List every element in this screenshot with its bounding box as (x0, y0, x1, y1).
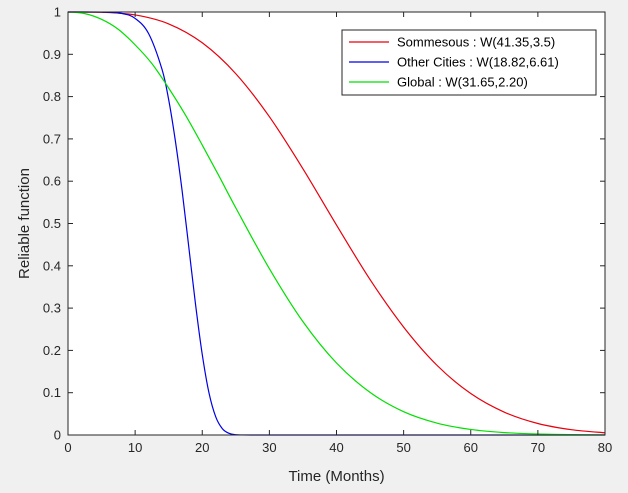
x-tick-label: 10 (128, 440, 142, 455)
y-tick-label: 0.4 (43, 258, 61, 273)
y-tick-label: 0.9 (43, 47, 61, 62)
legend-label-1: Sommesous : W(41.35,3.5) (397, 35, 555, 50)
y-tick-label: 1 (54, 5, 61, 20)
x-tick-label: 50 (396, 440, 410, 455)
x-tick-label: 80 (598, 440, 612, 455)
y-tick-label: 0.8 (43, 89, 61, 104)
legend-label-2: Other Cities : W(18.82,6.61) (397, 55, 559, 70)
x-axis-title: Time (Months) (288, 468, 384, 485)
y-tick-label: 0.2 (43, 343, 61, 358)
series-line-1 (67, 11, 606, 434)
y-tick-label: 0.1 (43, 385, 61, 400)
x-tick-label: 40 (329, 440, 343, 455)
x-tick-label: 60 (464, 440, 478, 455)
y-tick-label: 0.6 (43, 174, 61, 189)
series-line-3 (67, 11, 606, 436)
y-tick-label: 0.3 (43, 301, 61, 316)
x-tick-label: 20 (195, 440, 209, 455)
legend-label-3: Global : W(31.65,2.20) (397, 75, 528, 90)
legend: Sommesous : W(41.35,3.5) Other Cities : W… (341, 29, 597, 96)
x-tick-label: 0 (64, 440, 71, 455)
y-axis-title: Reliable function (16, 168, 33, 279)
y-tick-label: 0.5 (43, 216, 61, 231)
y-tick-label: 0.7 (43, 131, 61, 146)
tick-layer: 0 10 20 30 40 50 60 70 80 0 0.1 0.2 0.3 0.4 0.5 0.6 0.7 0… (43, 5, 612, 456)
x-tick-label: 30 (262, 440, 276, 455)
x-tick-label: 70 (531, 440, 545, 455)
y-tick-label: 0 (54, 428, 61, 443)
